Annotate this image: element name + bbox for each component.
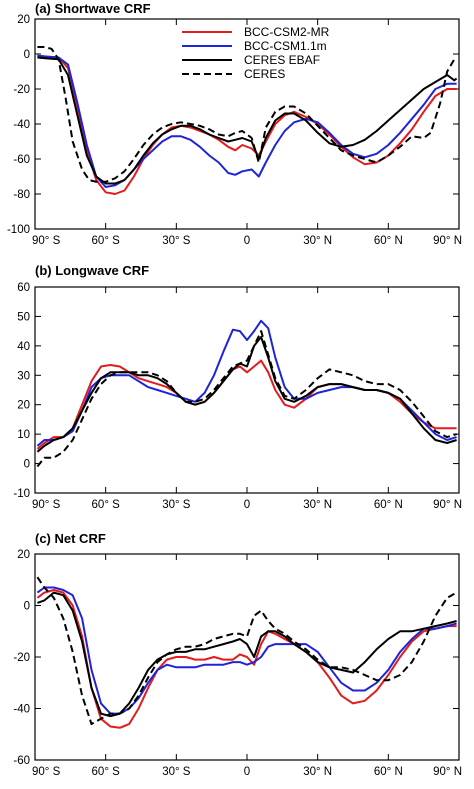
plot-frame — [34, 553, 460, 761]
x-tick-label: 0 — [244, 499, 250, 511]
series-group — [37, 46, 458, 195]
tick-group: -100 -80 -60 -40 -20 0 20 90° S 60° S 30° S 0 30° N… — [7, 14, 462, 247]
x-tick-label: 0 — [244, 766, 250, 778]
x-tick-label: 90° S — [32, 499, 61, 511]
x-tick-label: 60° S — [92, 235, 121, 247]
x-tick-label: 30° N — [303, 766, 332, 778]
legend-label-bcc-csm11m: BCC-CSM1.1m — [244, 39, 327, 53]
y-tick-label: -80 — [13, 189, 30, 201]
legend-label-bcc-csm2-mr: BCC-CSM2-MR — [244, 25, 330, 39]
y-tick-label: 40 — [17, 341, 30, 353]
series-line-ceres-ebaf — [36, 336, 457, 453]
tick-group: -60 -40 -20 0 20 90° S 60° S 30° S 0 30° N 60° N 90… — [13, 549, 462, 778]
y-tick-label: 20 — [17, 14, 30, 26]
y-tick-label: -10 — [13, 488, 30, 500]
panel-title: (c) Net CRF — [35, 531, 106, 546]
series-group — [36, 319, 457, 468]
y-tick-label: -20 — [13, 652, 30, 664]
series-line-ceres — [36, 576, 458, 725]
tick-group: -10 0 10 20 30 40 50 60 90° S 60° S 30° S 0 30° N 60°… — [13, 282, 462, 511]
y-tick-label: 50 — [17, 311, 30, 323]
y-tick-label: 10 — [17, 429, 30, 441]
plot-frame — [34, 18, 460, 230]
panel-shortwave-crf: (a) Shortwave CRF -100 -80 -60 -40 -20 0 20 90°… — [7, 1, 462, 247]
y-tick-label: -40 — [13, 119, 30, 131]
y-tick-label: 0 — [24, 49, 30, 61]
series-line-bcc-csm11m — [37, 54, 457, 188]
x-tick-label: 60° S — [92, 499, 121, 511]
panel-longwave-crf: (b) Longwave CRF -10 0 10 20 30 40 50 60 90° S 60… — [13, 263, 462, 511]
legend-label-ceres-ebaf: CERES EBAF — [244, 53, 320, 67]
x-tick-label: 0 — [244, 235, 250, 247]
series-line-bcc-csm11m — [36, 586, 457, 715]
x-tick-label: 90° N — [433, 235, 462, 247]
x-tick-label: 90° S — [32, 766, 61, 778]
x-tick-label: 30° S — [162, 499, 191, 511]
x-tick-label: 90° N — [433, 766, 462, 778]
y-tick-label: -60 — [13, 755, 30, 767]
legend-label-ceres: CERES — [244, 67, 285, 81]
x-tick-label: 30° N — [303, 235, 332, 247]
x-tick-label: 60° N — [374, 766, 403, 778]
y-tick-label: 60 — [17, 282, 30, 294]
series-line-bcc-csm2-mr — [37, 54, 457, 195]
y-tick-label: -40 — [13, 704, 30, 716]
y-tick-label: -20 — [13, 84, 30, 96]
panel-net-crf: (c) Net CRF -60 -40 -20 0 20 90° S 60° S 30° S 0… — [13, 531, 462, 778]
y-tick-label: -100 — [7, 224, 30, 236]
x-tick-label: 30° S — [162, 766, 191, 778]
x-tick-label: 60° N — [374, 499, 403, 511]
y-tick-label: 30 — [17, 370, 30, 382]
series-line-ceres — [36, 330, 457, 468]
y-tick-label: 0 — [24, 601, 30, 613]
series-line-bcc-csm11m — [36, 319, 457, 447]
series-line-bcc-csm2-mr — [36, 589, 457, 729]
panel-title: (b) Longwave CRF — [35, 263, 149, 278]
legend: BCC-CSM2-MR BCC-CSM1.1m CERES EBAF CERES — [182, 25, 330, 81]
x-tick-label: 90° S — [32, 235, 61, 247]
x-tick-label: 30° S — [162, 235, 191, 247]
series-line-ceres-ebaf — [37, 56, 458, 185]
plot-frame — [34, 286, 460, 494]
panel-title: (a) Shortwave CRF — [35, 1, 151, 16]
x-tick-label: 30° N — [303, 499, 332, 511]
y-tick-label: 20 — [17, 400, 30, 412]
x-tick-label: 60° N — [374, 235, 403, 247]
x-tick-label: 60° S — [92, 766, 121, 778]
series-group — [36, 576, 458, 729]
y-tick-label: 0 — [24, 459, 30, 471]
x-tick-label: 90° N — [433, 499, 462, 511]
series-line-ceres — [37, 46, 458, 183]
y-tick-label: -60 — [13, 154, 30, 166]
series-line-ceres-ebaf — [37, 591, 457, 718]
y-tick-label: 20 — [17, 549, 30, 561]
series-line-bcc-csm2-mr — [36, 359, 457, 450]
